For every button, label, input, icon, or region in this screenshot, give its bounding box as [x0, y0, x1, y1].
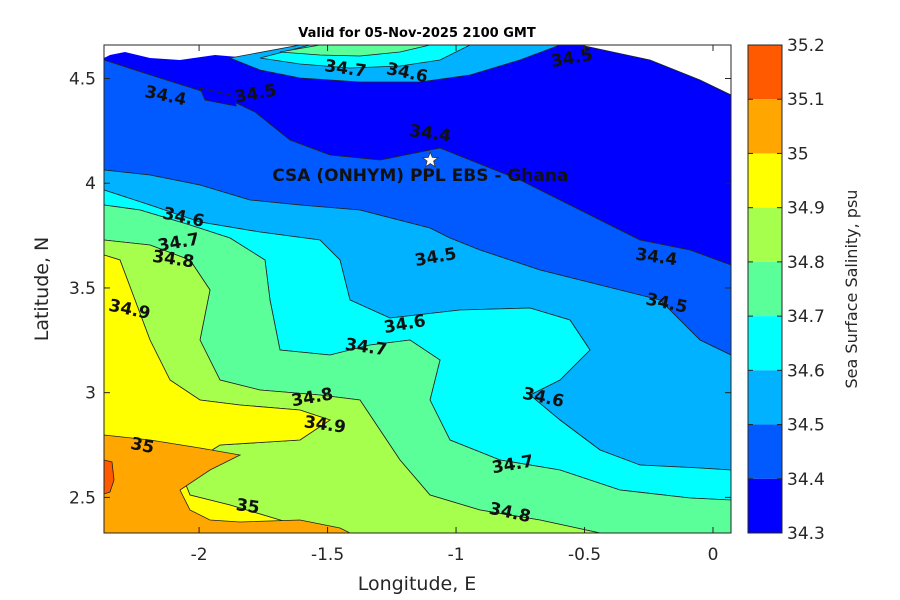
colorbar-swatch [748, 316, 782, 371]
colorbar-tick-label: 34.8 [787, 253, 825, 273]
x-tick-label: -1.5 [311, 545, 344, 565]
colorbar-swatch [748, 45, 782, 100]
site-label: CSA (ONHYM) PPL EBS - Ghana [272, 166, 568, 186]
chart-title: Valid for 05-Nov-2025 2100 GMT [298, 26, 536, 41]
band-north-34-8 [279, 45, 431, 57]
colorbar-tick-label: 34.4 [787, 470, 825, 490]
colorbar-tick-label: 34.7 [787, 307, 825, 327]
colorbar-tick-label: 35.1 [787, 90, 825, 110]
colorbar-tick-label: 35.2 [787, 36, 825, 56]
y-tick-label: 4 [85, 174, 96, 194]
site-star-icon [421, 151, 440, 168]
band-pocket-34-4 [199, 87, 237, 107]
colorbar-swatch [748, 99, 782, 154]
colorbar-frame [747, 44, 783, 534]
x-tick-label: 0 [708, 545, 719, 565]
x-axis-label: Longitude, E [358, 573, 477, 595]
colorbar-tick-label: 34.9 [787, 199, 825, 219]
band-35-2 [104, 459, 115, 495]
plot-area [104, 45, 731, 533]
colorbar-tick-label: 34.3 [787, 524, 825, 544]
colorbar-swatch [748, 207, 782, 262]
colorbar-swatch [748, 153, 782, 208]
colorbar-tick-label: 34.6 [787, 361, 825, 381]
site-marker: CSA (ONHYM) PPL EBS - Ghana [272, 151, 568, 186]
x-axis: -2 -1.5 -1 -0.5 0 [191, 45, 719, 565]
plot-frame [103, 44, 732, 534]
y-tick-label: 3.5 [69, 279, 96, 299]
colorbar-swatch [748, 261, 782, 317]
y-tick-label: 2.5 [69, 488, 96, 508]
colorbar: 35.2 35.1 35 34.9 34.8 34.7 34.6 34.5 34.4 34.3 [747, 36, 825, 544]
contour-label: 35 [129, 434, 156, 458]
y-tick-label: 3 [85, 384, 96, 404]
y-tick-label: 4.5 [69, 70, 96, 90]
colorbar-swatch [748, 478, 782, 533]
colorbar-swatch [748, 370, 782, 425]
colorbar-label: Sea Surface Salinity, psu [842, 190, 861, 389]
colorbar-swatch [748, 424, 782, 479]
colorbar-tick-label: 34.5 [787, 416, 825, 436]
x-tick-label: -1 [448, 545, 465, 565]
colorbar-tick-label: 35 [787, 144, 809, 164]
contour-label: 35 [235, 495, 261, 518]
y-axis-label: Latitude, N [31, 237, 53, 342]
band-35-1 [104, 434, 351, 533]
x-tick-label: -2 [191, 545, 208, 565]
y-axis: 2.5 3 3.5 4 4.5 [69, 70, 731, 508]
x-tick-label: -0.5 [568, 545, 601, 565]
